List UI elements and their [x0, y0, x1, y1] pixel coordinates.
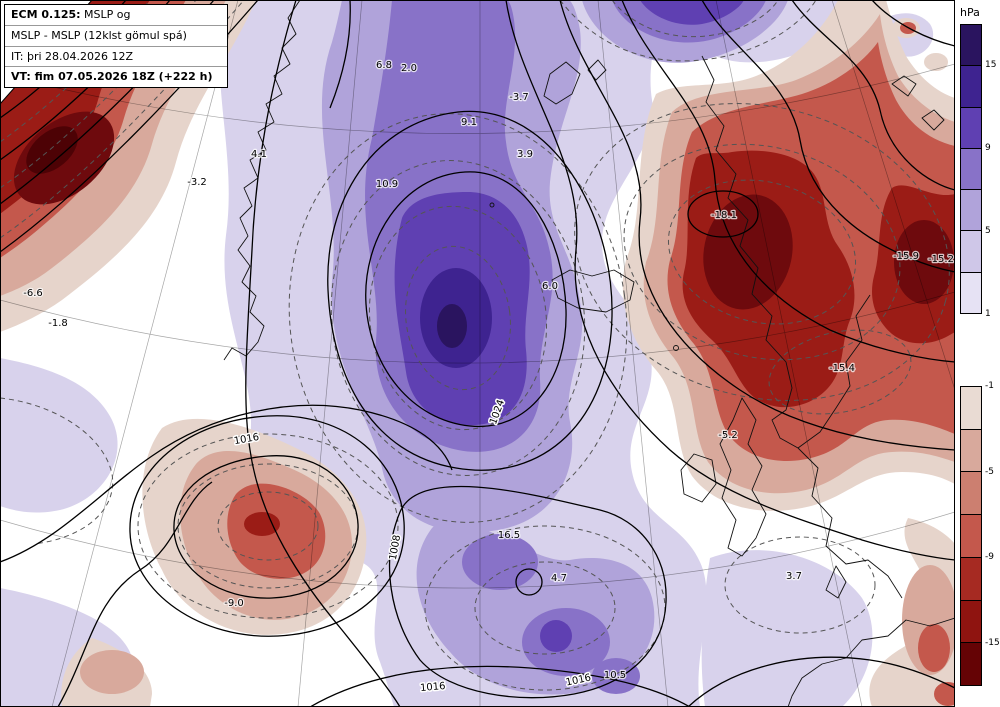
legend-tick-label: 9 [985, 143, 991, 154]
colorbar-legend: hPa 15 9 5 1 -1 -5 -9 -15 [955, 0, 1000, 707]
legend-tick-label: 5 [985, 226, 991, 237]
difference-value-label: 2.0 [401, 63, 417, 74]
legend-tick-label: 1 [985, 309, 991, 319]
graticule-layer [0, 0, 955, 707]
iceland-coastline [551, 269, 635, 313]
legend-tick-label: 15 [985, 60, 997, 71]
model-field: MSLP og [80, 8, 131, 21]
legend-color-step [961, 25, 981, 66]
forecast-info-box: ECM 0.125: MSLP og MSLP - MSLP (12klst g… [4, 4, 228, 88]
ireland-coastline [680, 453, 717, 503]
init-time: IT: þri 28.04.2026 12Z [5, 45, 227, 67]
legend-color-step [961, 387, 981, 429]
scandinavia-coastline [701, 55, 903, 599]
denmark-coastline [825, 565, 847, 599]
model-name: ECM 0.125: [11, 8, 81, 21]
legend-unit-label: hPa [960, 6, 980, 19]
difference-value-label: -1.8 [48, 318, 68, 329]
difference-value-label: -18.1 [711, 210, 737, 221]
greenland-coastline [223, 0, 301, 361]
legend-color-step [961, 106, 981, 148]
legend-color-step [961, 271, 981, 313]
legend-color-step [961, 230, 981, 272]
legend-color-step [961, 471, 981, 515]
difference-contours-layer [0, 0, 950, 691]
difference-value-label: 16.5 [498, 530, 520, 541]
legend-tick-label: -9 [985, 552, 994, 563]
britain-coastline [719, 397, 767, 557]
difference-value-label: 10.9 [376, 179, 398, 190]
legend-tick-label: -5 [985, 466, 994, 477]
difference-value-label: -15.4 [829, 363, 855, 374]
legend-color-step [961, 556, 981, 600]
legend-color-step [961, 514, 981, 557]
isobar-value-label: 1016 [420, 681, 446, 694]
shading-layer [0, 0, 955, 707]
difference-value-label: 3.9 [517, 149, 533, 160]
difference-value-label: -15.9 [893, 251, 919, 262]
weather-map-canvas: 6.8 2.0 -3.7 9.1 4.1 -3.2 10.9 3.9 -18.1 -15.9 -15… [0, 0, 955, 707]
legend-color-step [961, 147, 981, 190]
model-line: ECM 0.125: MSLP og [5, 5, 227, 25]
difference-value-label: 6.8 [376, 60, 392, 71]
valid-time: VT: fim 07.05.2026 18Z (+222 h) [5, 66, 227, 87]
colorbar-negative [960, 386, 982, 686]
legend-color-step [961, 189, 981, 231]
legend-color-step [961, 65, 981, 107]
colorbar-positive [960, 24, 982, 314]
difference-value-label: -3.7 [509, 92, 529, 103]
legend-color-step [961, 642, 981, 686]
difference-value-label: -6.6 [23, 288, 43, 299]
difference-value-label: 4.1 [251, 149, 267, 160]
field-description: MSLP - MSLP (12klst gömul spá) [5, 24, 227, 46]
svalbard-coastline [543, 61, 581, 105]
difference-value-label: 4.7 [551, 573, 567, 584]
coastlines-layer [223, 0, 955, 707]
legend-color-step [961, 428, 981, 472]
continent-coastline [787, 617, 955, 707]
difference-value-label: 9.1 [461, 117, 477, 128]
legend-tick-label: -15 [985, 638, 1000, 649]
difference-value-label: 3.7 [786, 571, 802, 582]
legend-tick-label: -1 [985, 381, 994, 391]
difference-value-label: 10.5 [604, 670, 626, 681]
legend-color-step [961, 599, 981, 643]
difference-value-label: -9.0 [224, 598, 244, 609]
difference-value-label: 6.0 [542, 281, 558, 292]
difference-value-label: -3.2 [187, 177, 207, 188]
difference-value-label: -5.2 [718, 430, 738, 441]
difference-value-label: -15.2 [928, 254, 954, 265]
